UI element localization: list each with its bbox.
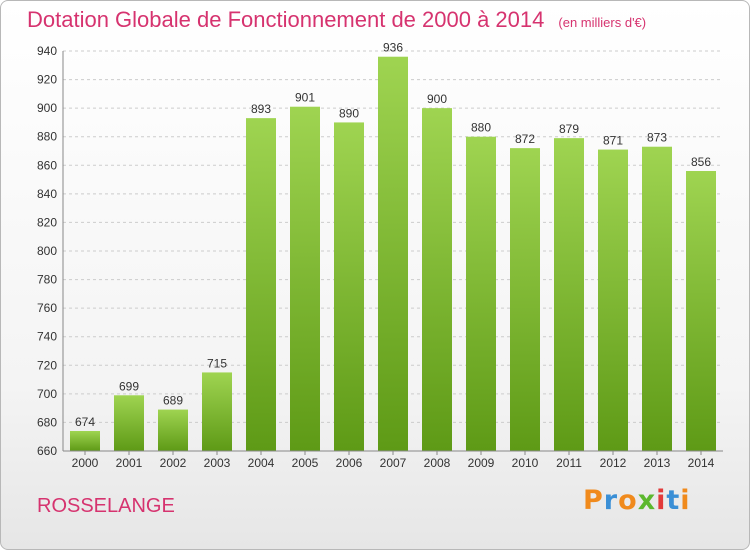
bar-value-label: 689	[163, 394, 183, 408]
bar-value-label: 856	[691, 155, 711, 169]
bar-2012	[598, 149, 628, 452]
y-tick-label: 820	[37, 215, 57, 229]
y-tick-label: 660	[37, 444, 57, 458]
bar-2002	[158, 409, 188, 451]
x-tick-label: 2001	[116, 456, 143, 470]
y-tick-label: 800	[37, 244, 57, 258]
bar-2013	[642, 146, 672, 451]
chart-subtitle: (en milliers d'€)	[558, 15, 647, 30]
y-tick-label: 740	[37, 330, 57, 344]
x-tick-label: 2000	[72, 456, 99, 470]
bar-value-label: 871	[603, 134, 623, 148]
y-tick-label: 680	[37, 415, 57, 429]
chart-title: Dotation Globale de Fonctionnement de 20…	[27, 7, 647, 32]
bar-2010	[510, 148, 540, 451]
bar-value-label: 674	[75, 415, 95, 429]
bar-value-label: 936	[383, 41, 403, 55]
x-tick-label: 2010	[512, 456, 539, 470]
bar-2003	[202, 372, 232, 451]
logo-letter: i	[680, 485, 691, 516]
x-tick-label: 2004	[248, 456, 275, 470]
bar-value-label: 873	[647, 131, 667, 145]
y-tick-label: 720	[37, 358, 57, 372]
x-tick-label: 2009	[468, 456, 495, 470]
bar-2014	[686, 171, 716, 451]
y-tick-label: 900	[37, 101, 57, 115]
x-tick-label: 2006	[336, 456, 363, 470]
bar-2001	[114, 395, 144, 451]
bar-value-label: 900	[427, 92, 447, 106]
x-tick-label: 2012	[600, 456, 627, 470]
bar-value-label: 893	[251, 102, 271, 116]
x-tick-label: 2003	[204, 456, 231, 470]
bar-value-label: 901	[295, 91, 315, 105]
bar-2007	[378, 56, 408, 451]
x-tick-label: 2005	[292, 456, 319, 470]
bar-value-label: 880	[471, 121, 491, 135]
bar-2000	[70, 431, 100, 451]
logo-letter: o	[618, 485, 638, 516]
bar-value-label: 879	[559, 122, 579, 136]
y-tick-label: 700	[37, 387, 57, 401]
bar-2006	[334, 122, 364, 451]
x-tick-label: 2014	[688, 456, 715, 470]
y-tick-label: 760	[37, 301, 57, 315]
bar-value-label: 872	[515, 132, 535, 146]
proxiti-logo: Proxiti	[583, 485, 691, 516]
bar-value-label: 715	[207, 356, 227, 370]
axes: 660 680 700 720 740 760 780 800 820 840 860 880 900 9…	[37, 44, 723, 470]
bar-2011	[554, 138, 584, 451]
x-tick-label: 2013	[644, 456, 671, 470]
bar-2004	[246, 118, 276, 452]
bar-2005	[290, 106, 320, 451]
y-tick-label: 940	[37, 44, 57, 58]
bar-2008	[422, 108, 452, 452]
y-tick-label: 920	[37, 73, 57, 87]
bar-2009	[466, 136, 496, 451]
place-name: ROSSELANGE	[37, 495, 175, 517]
logo-letter: P	[583, 485, 604, 516]
x-tick-label: 2007	[380, 456, 407, 470]
bar-value-label: 890	[339, 106, 359, 120]
x-tick-label: 2002	[160, 456, 187, 470]
y-tick-label: 860	[37, 158, 57, 172]
logo-letter: r	[603, 485, 619, 516]
y-tick-label: 780	[37, 273, 57, 287]
y-tick-label: 840	[37, 187, 57, 201]
logo-letter: x	[637, 485, 657, 516]
bars: 674 699 689 715 893 901 890 936 900 880 872 879 871 8…	[70, 41, 716, 452]
logo-letter: i	[656, 485, 667, 516]
y-tick-label: 880	[37, 130, 57, 144]
x-tick-label: 2008	[424, 456, 451, 470]
logo-letter: t	[666, 485, 681, 516]
bar-value-label: 699	[119, 379, 139, 393]
x-tick-label: 2011	[556, 456, 582, 470]
